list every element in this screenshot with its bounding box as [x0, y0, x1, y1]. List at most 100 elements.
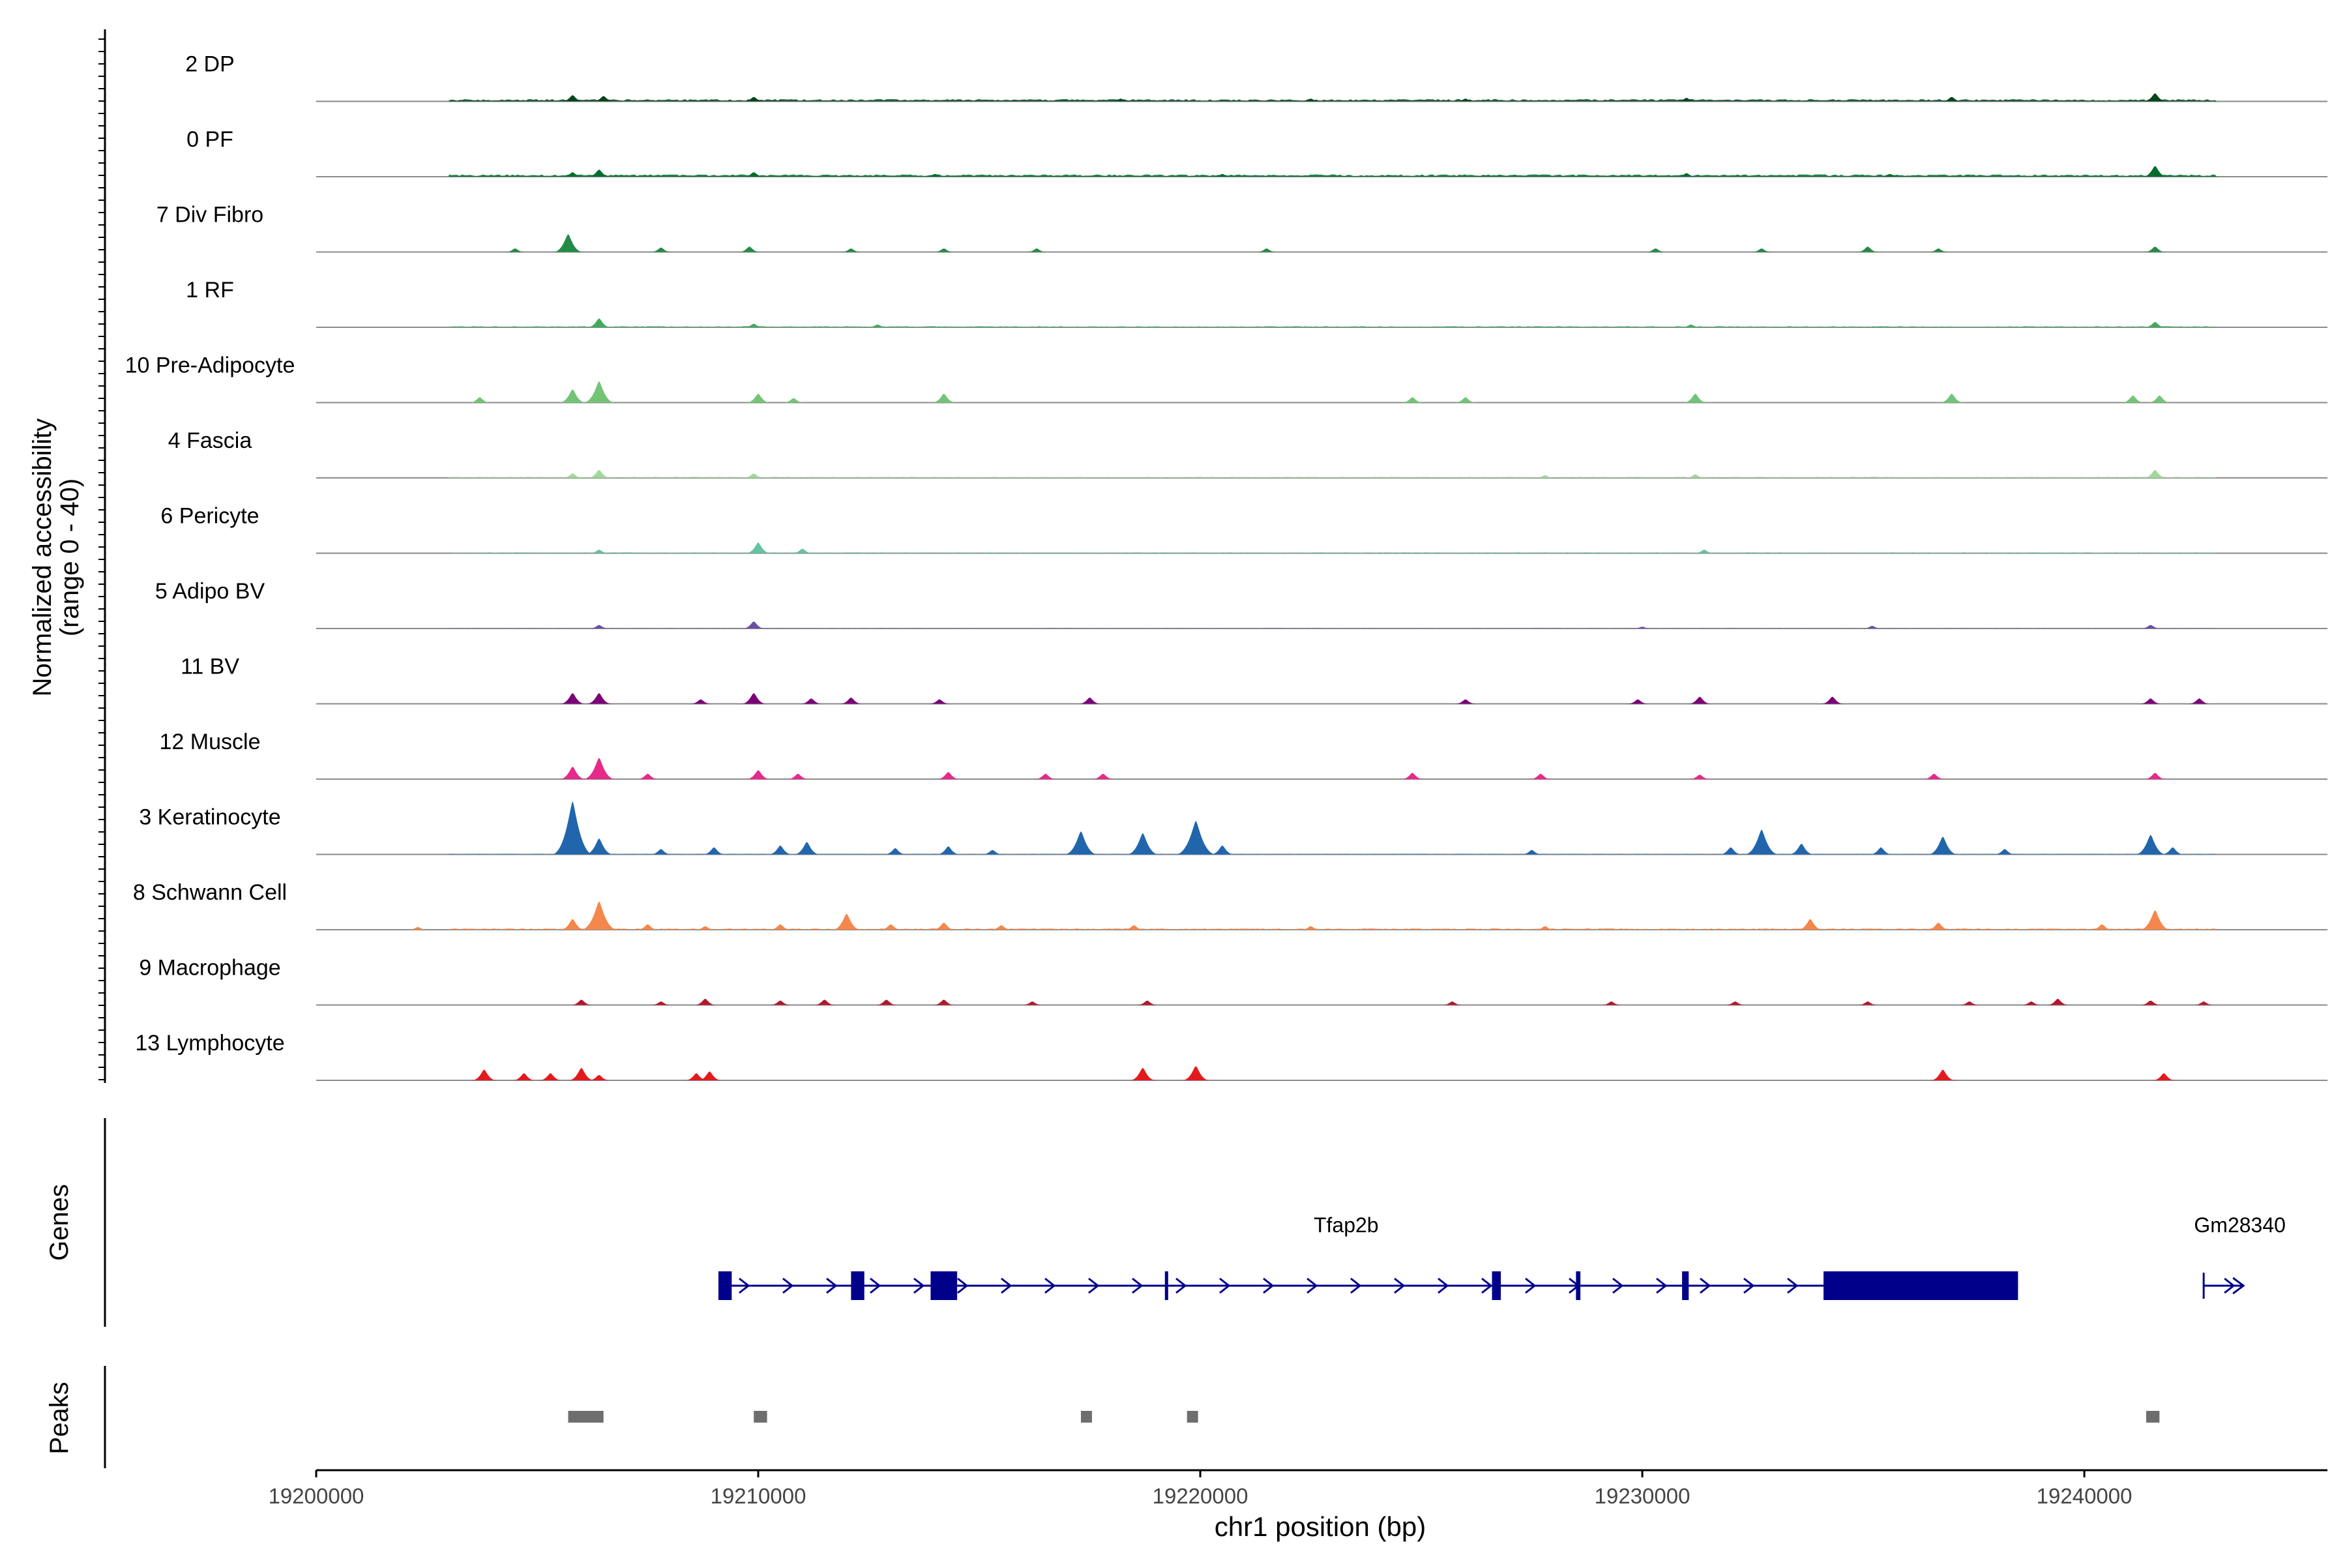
track-peak	[1454, 397, 1477, 403]
track-label: 7 Div Fibro	[156, 203, 263, 228]
track-peak	[553, 234, 583, 252]
track-peak	[1521, 850, 1543, 855]
track-13: 9 Macrophage	[139, 956, 2327, 1006]
peaks-panel	[104, 1366, 2160, 1468]
track-peak	[738, 246, 761, 252]
track-peak	[650, 247, 672, 252]
strand-arrow-icon	[782, 1277, 794, 1294]
track-peak	[2144, 321, 2166, 327]
track-peak	[1026, 248, 1047, 252]
track-peak	[2140, 698, 2162, 704]
track-peak	[580, 901, 618, 930]
track-peak	[1123, 925, 1145, 930]
track-peak	[745, 542, 771, 554]
gene-exon	[930, 1271, 958, 1300]
track-peak	[884, 848, 907, 855]
track-peak	[1685, 474, 1706, 478]
track-peak	[593, 96, 615, 102]
track-peak	[1683, 394, 1707, 403]
track-peak	[1719, 847, 1743, 855]
track-peak	[742, 621, 765, 629]
strand-arrow-icon	[826, 1277, 838, 1294]
track-label: 4 Fascia	[168, 428, 252, 453]
track-peak	[1300, 926, 1321, 930]
track-peak	[2091, 924, 2113, 930]
track-peak	[1210, 846, 1235, 855]
x-axis-tick-label: 19200000	[269, 1484, 364, 1508]
track-8: 5 Adipo BV	[155, 579, 2327, 629]
track-peak	[588, 1074, 610, 1080]
strand-arrow-icon	[1656, 1277, 1668, 1294]
strand-arrow-icon	[2232, 1277, 2245, 1295]
track-5: 10 Pre-Adipocyte	[125, 353, 2327, 404]
track-peak	[539, 1073, 562, 1080]
track-peak	[783, 398, 804, 403]
track-label: 0 PF	[186, 127, 233, 152]
track-peak	[2020, 1001, 2042, 1005]
strand-arrow-icon	[870, 1277, 881, 1294]
track-12: 8 Schwann Cell	[133, 880, 2327, 930]
track-peak	[1821, 696, 1844, 704]
strand-arrow-icon	[1219, 1277, 1231, 1294]
track-peak	[1212, 173, 1233, 177]
track-peak	[636, 773, 659, 779]
track-peak	[1645, 248, 1666, 252]
strand-arrow-icon	[1044, 1277, 1056, 1294]
track-peak	[1401, 397, 1424, 403]
track-label: 10 Pre-Adipocyte	[125, 353, 295, 378]
track-peak	[471, 1069, 497, 1080]
strand-arrow-icon	[1001, 1277, 1012, 1294]
track-peak	[1862, 626, 1882, 629]
track-peak	[1930, 1069, 1956, 1080]
track-3: 7 Div Fibro	[156, 203, 2327, 253]
track-peak	[2142, 166, 2168, 177]
peak-region	[1080, 1411, 1092, 1423]
gene-gm28340: Gm28340	[2194, 1213, 2286, 1299]
track-2: 0 PF	[186, 127, 2327, 177]
x-axis-tick-label: 19220000	[1153, 1484, 1248, 1508]
track-peak	[586, 693, 612, 704]
genes-panel-label: Genes	[45, 1184, 74, 1261]
track-peak	[2140, 1000, 2161, 1005]
track-peak	[743, 473, 765, 478]
track-peak	[1688, 696, 1711, 704]
track-peak	[932, 394, 956, 403]
track-peak	[562, 473, 583, 478]
track-peak	[570, 999, 593, 1005]
track-10: 12 Muscle	[160, 730, 2327, 780]
strand-arrow-icon	[957, 1277, 969, 1294]
track-peak	[800, 698, 823, 704]
track-peak	[1182, 1066, 1210, 1080]
track-background-signal	[449, 552, 2217, 554]
gene-exon	[1164, 1271, 1168, 1300]
track-peak	[1926, 923, 1950, 930]
track-peak	[1601, 1001, 1622, 1005]
track-9: 11 BV	[181, 655, 2327, 705]
track-peak	[697, 1071, 722, 1080]
track-peak	[791, 548, 814, 554]
track-peak	[559, 693, 585, 704]
track-peak	[932, 923, 956, 930]
track-peak	[407, 927, 428, 930]
track-peak	[768, 846, 793, 855]
track-peak	[1632, 627, 1652, 629]
track-peak	[702, 847, 726, 855]
gene-exon	[1492, 1271, 1501, 1300]
track-peak	[1454, 699, 1477, 704]
track-11: 3 Keratinocyte	[139, 801, 2327, 855]
track-peak	[1129, 1068, 1157, 1080]
strand-arrow-icon	[1132, 1277, 1144, 1294]
track-peak	[1535, 475, 1556, 478]
peak-region	[754, 1411, 767, 1423]
track-peak	[1676, 98, 1697, 102]
strand-arrow-icon	[913, 1277, 925, 1294]
track-peak	[936, 846, 960, 855]
track-6: 4 Fascia	[168, 428, 2327, 479]
peak-region	[1187, 1411, 1198, 1423]
track-peak	[512, 1073, 536, 1080]
track-peak	[787, 773, 809, 779]
track-peak	[1175, 821, 1217, 855]
track-peak	[559, 767, 586, 779]
strand-arrow-icon	[2224, 1277, 2236, 1294]
